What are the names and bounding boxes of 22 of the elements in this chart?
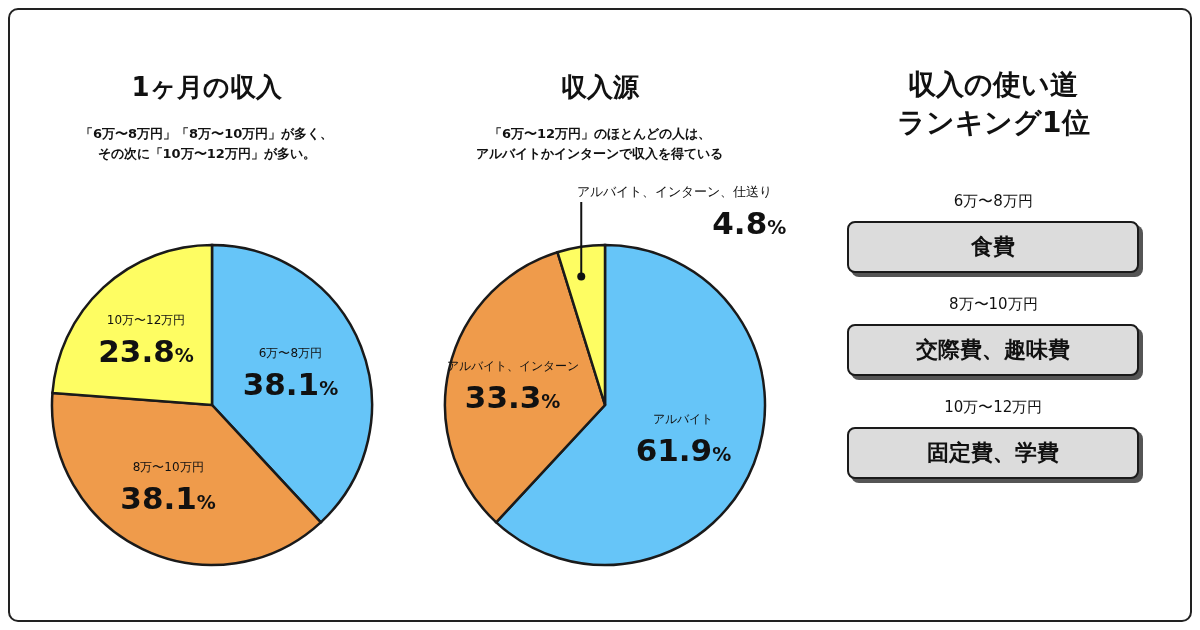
text: 収入の使い道ランキング1位	[896, 67, 1091, 141]
data-label: 4.8%	[712, 205, 787, 241]
data-label: 38.1%	[119, 479, 216, 516]
slice-label: アルバイト、インターン、仕送り	[577, 184, 773, 199]
data-label: 33.3%	[464, 379, 561, 416]
slice-label: 8万〜10万円	[132, 459, 204, 474]
text: 6万〜8万円	[953, 192, 1033, 211]
chart-subtitle: 「6万〜8万円」「8万〜10万円」が多く、その次に「10万〜12万円」が多い。	[79, 125, 335, 163]
data-label: 38.1%	[242, 366, 338, 403]
text: 10万〜12万円	[944, 398, 1043, 417]
data-label: 61.9%	[635, 431, 732, 468]
chart-title: 1ヶ月の収入	[131, 71, 282, 104]
chart-title: 収入源	[560, 71, 639, 104]
text: 食費	[847, 221, 1140, 273]
data-label: 23.8%	[97, 333, 194, 370]
text: 交際費、趣味費	[847, 324, 1140, 376]
slice-label: 6万〜8万円	[258, 346, 322, 361]
slice-label: 10万〜12万円	[106, 313, 186, 328]
chart-subtitle: 「6万〜12万円」のほとんどの人は、アルバイトかインターンで収入を得ている	[475, 125, 725, 163]
text: 8万〜10万円	[948, 295, 1038, 314]
slice-label: アルバイト	[653, 411, 714, 426]
text: 固定費、学費	[847, 427, 1140, 479]
